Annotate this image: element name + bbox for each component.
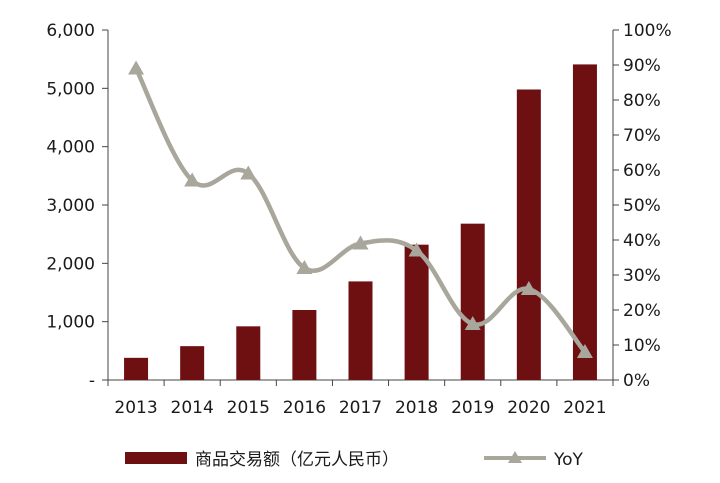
bar xyxy=(404,244,429,380)
line-series xyxy=(128,60,593,358)
yoy-marker xyxy=(128,60,145,75)
left-tick-label: 2,000 xyxy=(46,254,95,274)
x-tick-label: 2017 xyxy=(339,398,382,418)
right-tick-label: 100% xyxy=(623,21,672,41)
yoy-marker xyxy=(240,165,257,180)
legend-swatch-bar xyxy=(125,452,187,464)
yoy-marker xyxy=(576,344,593,358)
right-tick-label: 40% xyxy=(623,231,661,251)
yoy-marker xyxy=(352,235,369,250)
right-tick-label: 80% xyxy=(623,91,661,111)
left-tick-label: 3,000 xyxy=(46,196,95,216)
bar xyxy=(124,357,149,380)
x-tick-label: 2018 xyxy=(395,398,438,418)
legend-swatch-marker xyxy=(508,451,522,463)
bar xyxy=(516,89,541,380)
left-tick-label: 6,000 xyxy=(46,21,95,41)
yoy-marker xyxy=(296,260,313,274)
right-tick-label: 50% xyxy=(623,196,661,216)
x-tick-label: 2016 xyxy=(283,398,326,418)
right-tick-label: 20% xyxy=(623,301,661,321)
x-tick-label: 2020 xyxy=(507,398,550,418)
left-tick-label: 5,000 xyxy=(46,79,95,99)
yoy-marker xyxy=(184,172,201,187)
right-tick-label: 0% xyxy=(623,371,650,391)
yoy-marker xyxy=(408,242,425,257)
bar-series xyxy=(124,64,597,381)
x-tick-label: 2013 xyxy=(114,398,157,418)
legend: 商品交易额（亿元人民币） YoY xyxy=(125,450,584,470)
bar xyxy=(292,310,317,380)
x-tick-label: 2019 xyxy=(451,398,494,418)
legend-label-bar: 商品交易额（亿元人民币） xyxy=(195,450,399,470)
right-tick-label: 70% xyxy=(623,126,661,146)
right-tick-label: 30% xyxy=(623,266,661,286)
right-tick-label: 60% xyxy=(623,161,661,181)
left-tick-label: 4,000 xyxy=(46,138,95,158)
left-tick-label: 1,000 xyxy=(46,313,95,333)
bar xyxy=(572,64,597,381)
bar xyxy=(180,346,205,380)
x-tick-label: 2015 xyxy=(227,398,270,418)
bar xyxy=(236,326,261,380)
yoy-marker xyxy=(464,316,481,330)
right-tick-label: 10% xyxy=(623,336,661,356)
tick-labels: - 1,000 2,000 3,000 4,000 5,000 6,000 0% 10% 20% 3… xyxy=(46,21,671,418)
bar xyxy=(460,223,485,380)
left-tick-label: - xyxy=(89,371,95,391)
x-tick-label: 2014 xyxy=(171,398,214,418)
bar xyxy=(348,281,373,380)
yoy-marker xyxy=(520,281,537,295)
right-tick-label: 90% xyxy=(623,56,661,76)
x-tick-label: 2021 xyxy=(563,398,606,418)
yoy-line xyxy=(133,66,588,355)
legend-label-yoy: YoY xyxy=(553,450,584,470)
